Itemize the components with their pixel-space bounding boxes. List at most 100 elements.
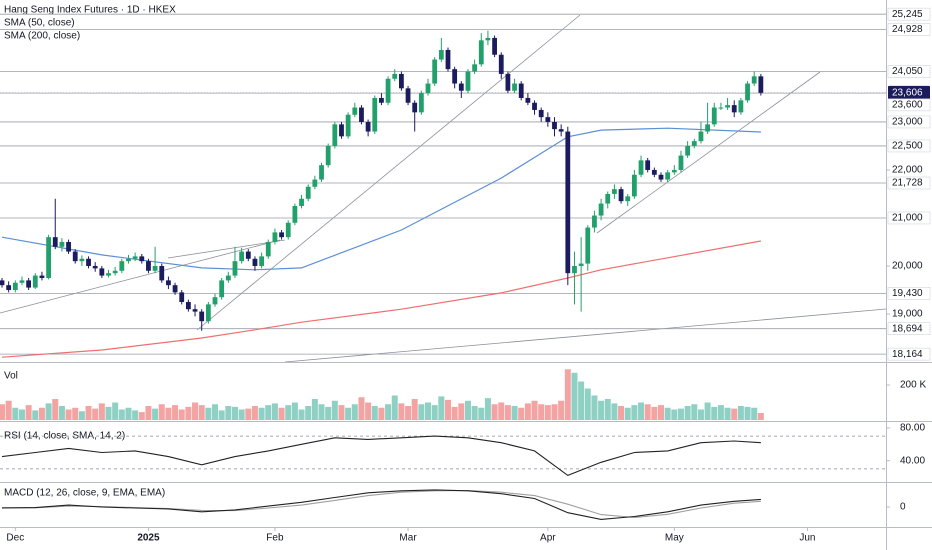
candle-body [592,215,597,228]
price-label-box [887,347,931,361]
volume-bar [45,403,52,420]
volume-bar [0,404,5,420]
candle-body [618,189,624,202]
candle-body [132,256,138,259]
price-label: 23,600 [892,99,923,110]
trend-lines [0,14,887,363]
candle-body [552,121,557,130]
candle-body [745,83,750,101]
price-label: 20,000 [892,261,923,272]
candle-body [92,265,98,269]
candle-body [32,275,38,288]
volume-bar [245,408,252,420]
volume-bar [92,408,99,420]
candle-body [345,114,351,137]
moving-average [1,240,762,358]
volume-bar [132,410,139,420]
price-label-box [887,7,931,21]
legend-entry: SMA (50, close) [4,18,75,29]
candle-body [445,49,451,70]
candle-body [185,301,191,310]
moving-average [1,127,761,271]
candle-body [671,169,677,173]
candle-body [272,232,278,242]
volume-bar [305,406,312,420]
candle-body [612,189,617,194]
volume-bar [438,396,445,420]
candle-body [405,88,411,103]
volume-bar [105,406,112,420]
volume-bar [118,409,125,420]
volume-bar [644,404,651,420]
volume-bar [518,407,525,420]
candle-body [299,198,304,206]
volume-bar [744,406,751,420]
x-tick-label: 2025 [137,533,160,544]
candle-body [26,280,32,288]
volume-bar [531,400,538,420]
price-label: 19,000 [892,309,923,320]
candle-body [259,256,265,266]
candle-body [66,241,71,252]
volume-bar [12,407,19,420]
legend-entry: SMA (200, close) [4,31,80,42]
x-tick-label: Apr [540,533,556,544]
volume-bar [504,405,511,420]
price-label-box [887,65,931,78]
volume-bar [318,404,325,420]
price-label-box [887,322,931,335]
volume-bar [691,404,698,420]
volume-bar [338,405,345,420]
volume-bar [112,402,119,420]
volume-bar [544,405,551,420]
candle-body [452,69,458,84]
volume-bar [38,407,45,420]
price-label-box [887,98,931,112]
last-price-box [888,85,930,100]
candle-body [738,100,744,113]
candles [0,30,764,331]
candle-body [425,83,431,94]
volume-bar [18,409,25,420]
candle-body [432,59,438,84]
volume-bar [298,409,305,420]
indicator-line [1,435,761,477]
volume-bar [165,407,172,420]
candle-body [39,275,45,278]
volume-bar [464,400,471,420]
candle-body [685,145,691,156]
volume-bar [72,407,79,420]
volume-bar [98,403,105,420]
volume-bar [192,402,199,420]
volume-bar [225,406,232,420]
volume-bar [598,400,605,420]
volume-bar [484,398,491,420]
x-tick-label: Feb [266,533,284,544]
x-tick-label: Dec [6,533,24,544]
pane-title: MACD (12, 26, close, 9, EMA, EMA) [4,488,165,499]
candle-body [718,107,724,109]
volume-bar [265,405,272,420]
volume-bar [724,407,731,420]
volume-bar [58,406,65,420]
volume-bar [258,407,265,420]
volume-bar [238,409,245,420]
price-label: 21,000 [892,213,923,224]
volume-bar [631,405,638,420]
candle-body [106,273,111,276]
candle-body [751,76,757,84]
volume-bar [651,406,658,420]
candle-body [518,83,524,98]
candle-body [492,37,497,55]
volume-bar [271,403,278,420]
candle-body [72,251,78,262]
volume-bar [564,369,571,420]
price-label: 22,500 [892,141,923,152]
volume-bar [451,406,458,420]
x-tick-label: Mar [399,533,417,544]
candle-body [711,107,717,125]
volume-bar [385,404,392,420]
volume-bar [251,406,258,420]
volume-bar [218,410,225,420]
